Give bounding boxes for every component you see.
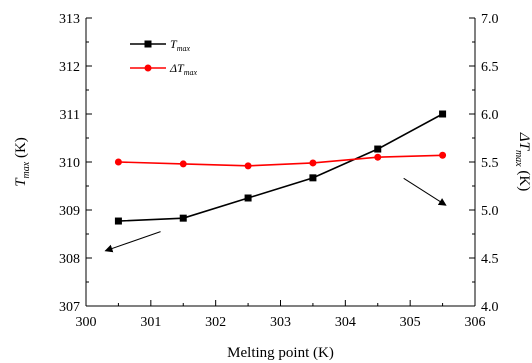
data-point [114,158,122,166]
y-right-tick-label: 4.5 [481,252,499,267]
y-left-ticks: 307 308 309 310 311 312 313 [59,12,92,315]
data-point [179,214,187,222]
y-right-tick-label: 5.5 [481,156,499,171]
x-tick-label: 304 [335,315,356,330]
data-point [374,145,382,153]
series-1 [114,110,447,225]
data-point [114,217,122,225]
y-axis-right-label: ΔTmax (K) [513,132,532,191]
x-tick-label: 303 [270,315,291,330]
legend-marker [144,64,152,72]
legend-item: ΔTmax [130,61,197,77]
y-left-label-sub: max [21,161,32,178]
data-point [374,153,382,161]
data-point [309,174,317,182]
x-tick-label: 302 [205,315,226,330]
y-right-tick-label: 7.0 [481,12,499,27]
y-axis-left-label: Tmax (K) [13,137,32,187]
y-right-label-unit: (K) [516,167,532,192]
data-point [244,162,252,170]
x-tick-label: 306 [465,315,486,330]
y-right-tick-label: 5.0 [481,204,499,219]
legend-marker [144,40,152,48]
legend-label-sub: max [184,68,198,77]
y-left-tick-label: 311 [60,108,80,123]
data-point [439,151,447,159]
legend-item: Tmax [130,37,190,53]
y-right-label-sub: max [513,150,524,167]
legend-label-sub: max [177,44,191,53]
y-left-tick-label: 312 [59,60,80,75]
y-left-label-main: T [13,177,29,187]
data-point [179,160,187,168]
y-right-label-main: ΔT [516,132,532,152]
data-point [244,194,252,202]
y-right-tick-label: 6.5 [481,60,499,75]
series-layer [114,110,447,225]
legend-label-main: T [170,37,178,51]
y-right-ticks: 4.0 4.5 5.0 5.5 6.0 6.5 7.0 [469,12,499,315]
annotation-arrow [104,231,161,253]
series-line [118,113,443,222]
legend-label-main: ΔT [169,61,185,75]
y-left-label-unit: (K) [13,137,29,162]
annotation-layer [104,177,447,253]
x-axis-label: Melting point (K) [227,345,334,361]
y-right-tick-label: 4.0 [481,300,499,315]
x-tick-label: 300 [76,315,97,330]
y-left-tick-label: 309 [59,204,80,219]
annotation-arrow [403,177,447,206]
legend-label: Tmax [170,37,190,53]
y-left-tick-label: 310 [59,156,80,171]
x-tick-label: 305 [400,315,421,330]
data-point [439,110,447,118]
series-2 [114,151,447,170]
x-ticks: 300 301 302 303 304 305 306 [76,300,486,330]
y-left-tick-label: 308 [59,252,80,267]
x-tick-label: 301 [140,315,161,330]
y-left-tick-label: 307 [59,300,80,315]
y-right-tick-label: 6.0 [481,108,499,123]
series-line [118,154,443,167]
data-point [309,159,317,167]
y-left-tick-label: 313 [59,12,80,27]
legend-label: ΔTmax [169,61,197,77]
